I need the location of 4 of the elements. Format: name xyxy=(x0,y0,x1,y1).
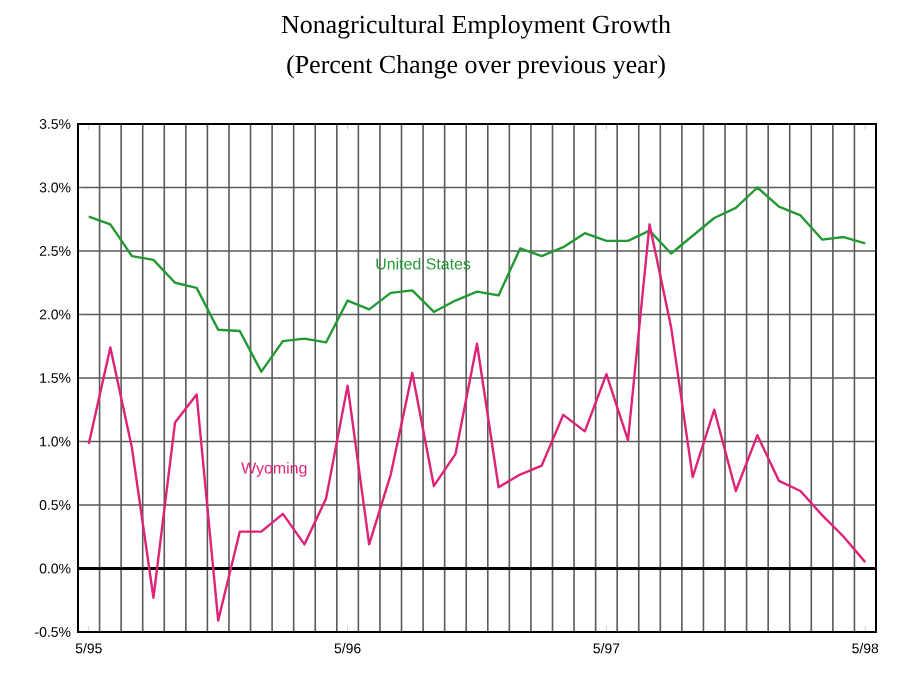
chart-subtitle: (Percent Change over previous year) xyxy=(287,55,665,79)
line-series xyxy=(87,223,867,622)
line-series xyxy=(87,186,867,373)
chart-title: Nonagricultural Employment Growth xyxy=(281,15,671,39)
